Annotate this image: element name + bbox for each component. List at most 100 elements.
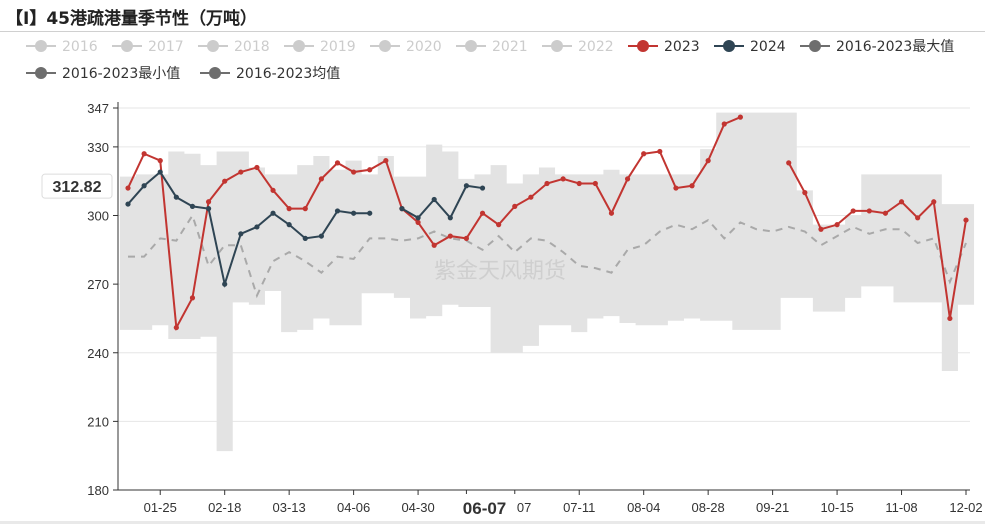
point-2023	[141, 151, 147, 157]
point-2024	[431, 196, 437, 203]
y-tick-label: 330	[87, 140, 109, 155]
x-tick-label: 09-21	[756, 500, 789, 515]
legend-label: 2024	[750, 39, 786, 55]
point-2023	[834, 222, 840, 228]
x-tick-label: 04-06	[337, 500, 370, 515]
point-2023	[689, 183, 695, 189]
legend-marker-icon	[723, 40, 735, 52]
legend-item-2023[interactable]: 2023	[628, 39, 700, 55]
legend-marker-icon	[379, 40, 391, 52]
point-2023	[334, 160, 341, 166]
watermark: 紫金天风期货	[434, 259, 566, 284]
legend-label: 2021	[492, 39, 528, 55]
chart-title: 【I】45港疏港量季节性（万吨）	[6, 9, 257, 29]
legend-item-2018[interactable]: 2018	[198, 39, 270, 55]
legend-item-2024[interactable]: 2024	[714, 39, 786, 55]
point-2023	[431, 242, 437, 248]
mean-line	[128, 213, 967, 299]
point-2023	[592, 180, 598, 187]
point-2023	[737, 114, 743, 120]
point-2023	[205, 199, 212, 205]
legend-label: 2022	[578, 39, 614, 55]
legend: 2016 2017 2018 2019 2020 2021 2022 2023 2024 2016…	[26, 39, 954, 82]
point-2023	[705, 158, 711, 164]
point-2023	[898, 199, 905, 205]
point-2024	[318, 233, 324, 239]
point-2024	[173, 194, 179, 200]
legend-label: 2017	[148, 39, 184, 55]
series-lines	[125, 114, 969, 331]
point-2023	[238, 169, 244, 175]
point-2023	[786, 160, 792, 166]
point-2023	[673, 185, 679, 191]
legend-label: 2016-2023最大值	[836, 39, 954, 55]
point-2023	[302, 206, 308, 212]
legend-marker-icon	[35, 40, 47, 52]
x-tick-label: 08-04	[627, 500, 660, 515]
x-tick-label: 11-08	[885, 500, 917, 515]
point-2024	[157, 169, 163, 175]
point-2023	[318, 176, 324, 182]
point-2023	[496, 222, 502, 228]
x-pointer-label-box	[450, 494, 517, 522]
legend-label: 2016-2023均值	[236, 66, 340, 82]
scroll-strip	[0, 521, 985, 524]
min-max-band	[119, 112, 975, 452]
legend-marker-icon	[35, 67, 47, 79]
legend-item-2020[interactable]: 2020	[370, 39, 442, 55]
point-2023	[915, 215, 921, 221]
legend-label: 2016	[62, 39, 98, 55]
point-2024	[479, 185, 486, 191]
x-tick-label: 07-11	[563, 500, 595, 515]
x-tick-label: 03-13	[273, 500, 306, 515]
legend-item-2016-2023均值[interactable]: 2016-2023均值	[200, 66, 340, 82]
point-2023	[463, 235, 470, 241]
x-tick-label: 10-15	[820, 500, 853, 515]
point-2023	[157, 158, 163, 164]
point-2023	[866, 208, 872, 214]
point-2023	[963, 217, 969, 223]
legend-item-2022[interactable]: 2022	[542, 39, 614, 55]
point-2024	[286, 222, 292, 228]
legend-marker-icon	[209, 67, 221, 79]
point-2024	[141, 183, 147, 189]
y-tick-label: 210	[87, 414, 109, 429]
point-2024	[367, 210, 373, 216]
point-2023	[882, 210, 889, 216]
legend-marker-icon	[465, 40, 477, 52]
y-tick-label: 300	[87, 209, 109, 224]
legend-item-2019[interactable]: 2019	[284, 39, 356, 55]
legend-item-2021[interactable]: 2021	[456, 39, 528, 55]
y-tick-label: 270	[87, 277, 109, 292]
y-pointer-label-box	[41, 173, 113, 199]
axes: 180 210 240 270 300 330 347 01-25 02-18 03-13 04-0…	[87, 101, 982, 515]
point-2023	[544, 180, 550, 187]
x-tick-label: 02-18	[208, 500, 241, 515]
point-2024	[351, 210, 357, 216]
point-2023	[479, 210, 486, 216]
point-2023	[173, 324, 179, 331]
legend-item-2016-2023最小值[interactable]: 2016-2023最小值	[26, 66, 180, 82]
legend-marker-icon	[809, 40, 821, 52]
x-tick-label: 08-28	[692, 500, 725, 515]
point-2024	[189, 203, 196, 209]
point-2023	[818, 226, 824, 232]
x-tick-label: 12-02	[949, 500, 982, 515]
point-2024	[447, 215, 453, 221]
point-2023	[608, 210, 615, 216]
point-2024	[254, 224, 260, 230]
legend-marker-icon	[293, 40, 305, 52]
legend-item-2017[interactable]: 2017	[112, 39, 184, 55]
legend-marker-icon	[207, 40, 219, 52]
point-2024	[463, 183, 470, 189]
point-2024	[270, 210, 276, 216]
point-2024	[222, 281, 228, 287]
point-2023	[641, 151, 647, 157]
point-2024	[205, 206, 212, 212]
point-2023	[528, 194, 534, 200]
point-2024	[399, 206, 405, 212]
legend-item-2016[interactable]: 2016	[26, 39, 98, 55]
legend-item-2016-2023最大值[interactable]: 2016-2023最大值	[800, 39, 954, 55]
legend-marker-icon	[637, 40, 649, 52]
